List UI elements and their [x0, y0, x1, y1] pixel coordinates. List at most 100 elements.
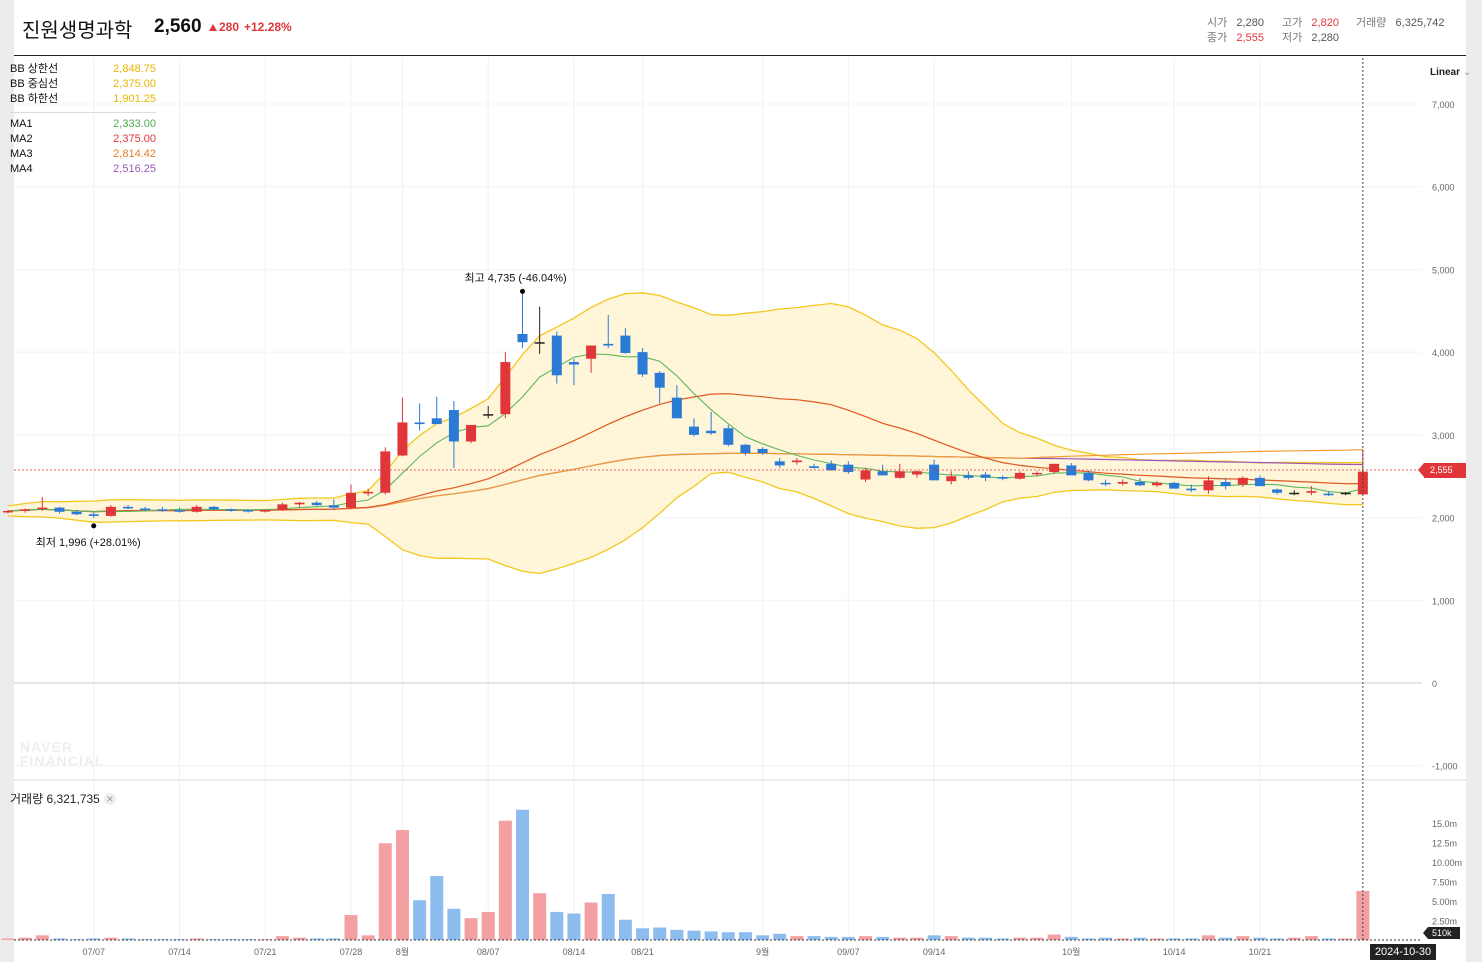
candle-body	[174, 510, 185, 512]
candle-body	[877, 471, 888, 476]
candle-body	[1323, 493, 1334, 496]
candle-body	[140, 508, 151, 510]
candle-body	[1014, 472, 1025, 479]
candle-body	[277, 504, 288, 511]
candle-body	[466, 424, 477, 442]
naver-financial-watermark: NAVER FINANCIAL	[20, 739, 105, 769]
candle-body	[363, 491, 374, 494]
vol-tick-label: 15.0m	[1432, 819, 1457, 829]
candle-body	[71, 511, 82, 515]
candle-body	[843, 464, 854, 473]
candle-body	[346, 492, 356, 508]
volume-bar	[1339, 938, 1353, 940]
candle-body	[225, 509, 236, 511]
volume-bar	[910, 937, 924, 940]
volume-bar	[1270, 938, 1284, 940]
close-icon[interactable]: ✕	[103, 793, 116, 805]
current-price: 2,560	[154, 16, 202, 37]
legend-bb-mid: BB 중심선 2,375.00	[10, 78, 156, 90]
y-tick-label: 5,000	[1432, 265, 1455, 275]
candle-body	[397, 422, 408, 456]
volume-bar	[824, 936, 838, 940]
x-tick-label: 07/07	[82, 947, 105, 957]
candle-body	[243, 510, 254, 512]
legend-ma1: MA1 2,333.00	[10, 118, 156, 130]
x-tick-label: 07/28	[340, 947, 363, 957]
volume-bar	[1219, 937, 1233, 940]
bb-lower-line	[7, 471, 1363, 575]
y-tick-label: 6,000	[1432, 183, 1455, 193]
y-tick-label: 4,000	[1432, 348, 1455, 358]
volume-bar	[52, 938, 66, 940]
candle-body	[551, 335, 562, 376]
candle-body	[1117, 482, 1128, 484]
volume-bar	[927, 935, 941, 940]
volume-bar	[1184, 938, 1198, 940]
last-price-tag: 2,555	[1418, 463, 1466, 478]
candle-body	[414, 422, 425, 425]
candle-body	[586, 345, 597, 359]
x-tick-label: 08/14	[563, 947, 586, 957]
y-tick-label: 7,000	[1432, 100, 1455, 110]
candle-body	[946, 476, 957, 482]
candle-body	[1083, 472, 1094, 481]
candle-body	[380, 451, 391, 493]
ohlc-low: 저가 2,280	[1282, 32, 1339, 44]
candle-body	[568, 362, 579, 365]
candle-body	[1220, 482, 1231, 487]
x-tick-label: 07/21	[254, 947, 277, 957]
y-tick-label: -1,000	[1432, 762, 1458, 772]
legend-ma4: MA4 2,516.25	[10, 163, 156, 175]
y-tick-label: 1,000	[1432, 596, 1455, 606]
candle-body	[1169, 482, 1180, 489]
volume-bar	[876, 936, 890, 940]
stock-header: 진원생명과학 2,560 280 +12.28% 시가 2,280 고가 2,8…	[14, 14, 1466, 56]
candle-body	[894, 471, 905, 478]
candle-body	[757, 448, 768, 454]
volume-bar	[1116, 938, 1130, 940]
volume-bar	[636, 928, 650, 940]
candle-body	[1340, 492, 1351, 495]
volume-bar	[584, 902, 598, 940]
volume-bar	[979, 937, 993, 940]
volume-bar	[516, 809, 529, 940]
candle-body	[637, 352, 648, 375]
vol-tick-label: 5.00m	[1432, 897, 1457, 907]
volume-bar	[618, 919, 632, 940]
candle-body	[3, 510, 13, 513]
vol-tick-label: 7.50m	[1432, 878, 1457, 888]
indicator-legend: BB 상한선 2,848.75 BB 중심선 2,375.00 BB 하한선 1,90…	[10, 62, 156, 177]
low-marker	[91, 523, 97, 529]
volume-bar	[430, 876, 444, 940]
stock-name: 진원생명과학	[22, 20, 133, 42]
volume-bar	[395, 830, 409, 940]
candle-body	[603, 343, 614, 346]
x-tick-label: 9월	[756, 946, 769, 957]
volume-bar	[687, 930, 701, 940]
candle-body	[88, 514, 99, 516]
volume-bar	[378, 843, 392, 940]
candle-body	[448, 410, 459, 442]
x-tick-label: 10월	[1062, 946, 1080, 957]
candle-body	[997, 477, 1008, 479]
candle-body	[105, 506, 116, 516]
x-tick-label: 09/07	[837, 947, 860, 957]
volume-bar	[721, 932, 735, 940]
scale-dropdown[interactable]: Linear ⌄	[1430, 67, 1472, 78]
volume-bar	[447, 908, 461, 940]
volume-bar	[464, 918, 478, 940]
volume-bar	[533, 893, 547, 940]
ohlc-volume: 거래량 6,325,742	[1356, 17, 1445, 29]
high-annotation: 최고 4,735 (-46.04%)	[465, 271, 567, 284]
volume-bar	[1202, 935, 1215, 940]
volume-bar	[756, 935, 770, 940]
volume-bar	[1236, 936, 1250, 940]
candle-body	[1306, 491, 1317, 493]
volume-panel-label: 거래량 6,321,735 ✕	[10, 790, 116, 807]
candle-body	[706, 430, 717, 434]
high-marker	[520, 288, 525, 294]
volume-bar	[738, 932, 752, 940]
candle-body	[294, 502, 305, 505]
x-tick-label: 09/14	[923, 947, 946, 957]
